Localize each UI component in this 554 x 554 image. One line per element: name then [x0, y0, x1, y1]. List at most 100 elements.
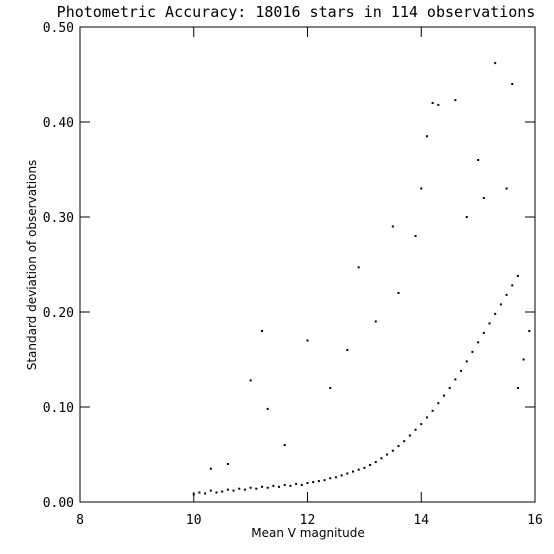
- data-point: [414, 428, 417, 431]
- data-point: [431, 102, 434, 104]
- data-point: [465, 360, 468, 363]
- data-point: [272, 484, 275, 487]
- data-point: [346, 472, 349, 475]
- data-point: [209, 489, 212, 492]
- data-point: [243, 488, 246, 491]
- data-point: [249, 379, 252, 382]
- data-point: [329, 387, 332, 389]
- data-point: [380, 457, 383, 460]
- x-axis: 8 10 12 14 16: [76, 27, 543, 528]
- data-point: [528, 330, 531, 332]
- data-point: [386, 453, 389, 456]
- data-point: [352, 470, 354, 473]
- x-tick-label: 8: [76, 513, 84, 528]
- data-point: [283, 444, 286, 446]
- data-point: [465, 216, 468, 218]
- data-point: [522, 358, 525, 361]
- data-point: [300, 483, 303, 486]
- data-point: [255, 487, 258, 490]
- data-point: [408, 434, 411, 437]
- data-point: [437, 402, 440, 405]
- data-point: [499, 303, 502, 306]
- x-tick-label: 12: [300, 513, 316, 528]
- data-point: [460, 369, 463, 372]
- data-point: [289, 484, 292, 487]
- data-point: [261, 330, 263, 332]
- data-point: [266, 407, 269, 410]
- data-point: [420, 187, 423, 190]
- x-axis-label: Mean V magnitude: [251, 526, 364, 540]
- data-point: [215, 491, 218, 494]
- data-point: [261, 485, 263, 488]
- data-point: [391, 225, 394, 228]
- x-tick-label: 14: [413, 513, 429, 528]
- data-point: [204, 492, 207, 495]
- data-point: [209, 467, 212, 470]
- data-point: [482, 331, 485, 334]
- data-point: [306, 482, 309, 484]
- data-point: [369, 463, 372, 466]
- data-points: [192, 62, 531, 496]
- data-point: [454, 99, 457, 102]
- data-point: [306, 339, 309, 342]
- plot-frame: [79, 26, 536, 503]
- data-point: [482, 197, 485, 199]
- data-point: [494, 312, 497, 315]
- data-point: [198, 491, 201, 494]
- data-point: [511, 284, 514, 287]
- y-tick-label: 0.50: [43, 21, 74, 36]
- data-point: [420, 423, 423, 426]
- data-point: [391, 449, 394, 452]
- data-point: [232, 489, 235, 492]
- data-point: [221, 490, 224, 493]
- data-point: [414, 235, 417, 237]
- data-point: [283, 483, 286, 486]
- data-point: [397, 444, 400, 447]
- data-point: [443, 394, 445, 397]
- data-point: [477, 159, 480, 161]
- data-point: [397, 292, 400, 294]
- y-tick-label: 0.40: [43, 116, 74, 131]
- data-point: [357, 468, 360, 471]
- data-point: [477, 341, 480, 344]
- data-point: [226, 488, 229, 491]
- data-point: [323, 479, 326, 482]
- y-tick-label: 0.00: [43, 496, 74, 511]
- data-point: [403, 440, 406, 443]
- data-point: [249, 486, 252, 489]
- data-point: [363, 466, 366, 469]
- data-point: [346, 349, 349, 351]
- data-point: [454, 378, 457, 381]
- data-point: [516, 387, 519, 389]
- y-tick-label: 0.10: [43, 401, 74, 416]
- data-point: [295, 482, 298, 485]
- y-tick-label: 0.20: [43, 306, 74, 321]
- data-point: [226, 463, 229, 465]
- data-point: [511, 83, 514, 85]
- x-tick-label: 16: [527, 513, 543, 528]
- data-point: [317, 480, 320, 483]
- data-point: [329, 477, 332, 480]
- x-tick-label: 10: [186, 513, 202, 528]
- chart-title: Photometric Accuracy: 18016 stars in 114…: [57, 3, 536, 21]
- data-point: [266, 486, 269, 489]
- data-point: [431, 409, 434, 412]
- y-tick-label: 0.30: [43, 211, 74, 226]
- y-axis: 0.00 0.10 0.20 0.30 0.40 0.50: [43, 21, 535, 511]
- data-point: [488, 322, 491, 325]
- data-point: [505, 187, 508, 190]
- data-point: [340, 474, 343, 477]
- data-point: [425, 135, 428, 138]
- data-point: [357, 266, 360, 269]
- data-point: [425, 416, 428, 419]
- data-point: [471, 350, 474, 353]
- y-axis-label: Standard deviation of observations: [25, 160, 39, 371]
- data-point: [516, 274, 519, 277]
- data-point: [312, 481, 315, 484]
- data-point: [374, 461, 377, 464]
- data-point: [334, 476, 337, 479]
- data-point: [505, 293, 508, 296]
- data-point: [278, 485, 281, 488]
- data-point: [494, 62, 497, 65]
